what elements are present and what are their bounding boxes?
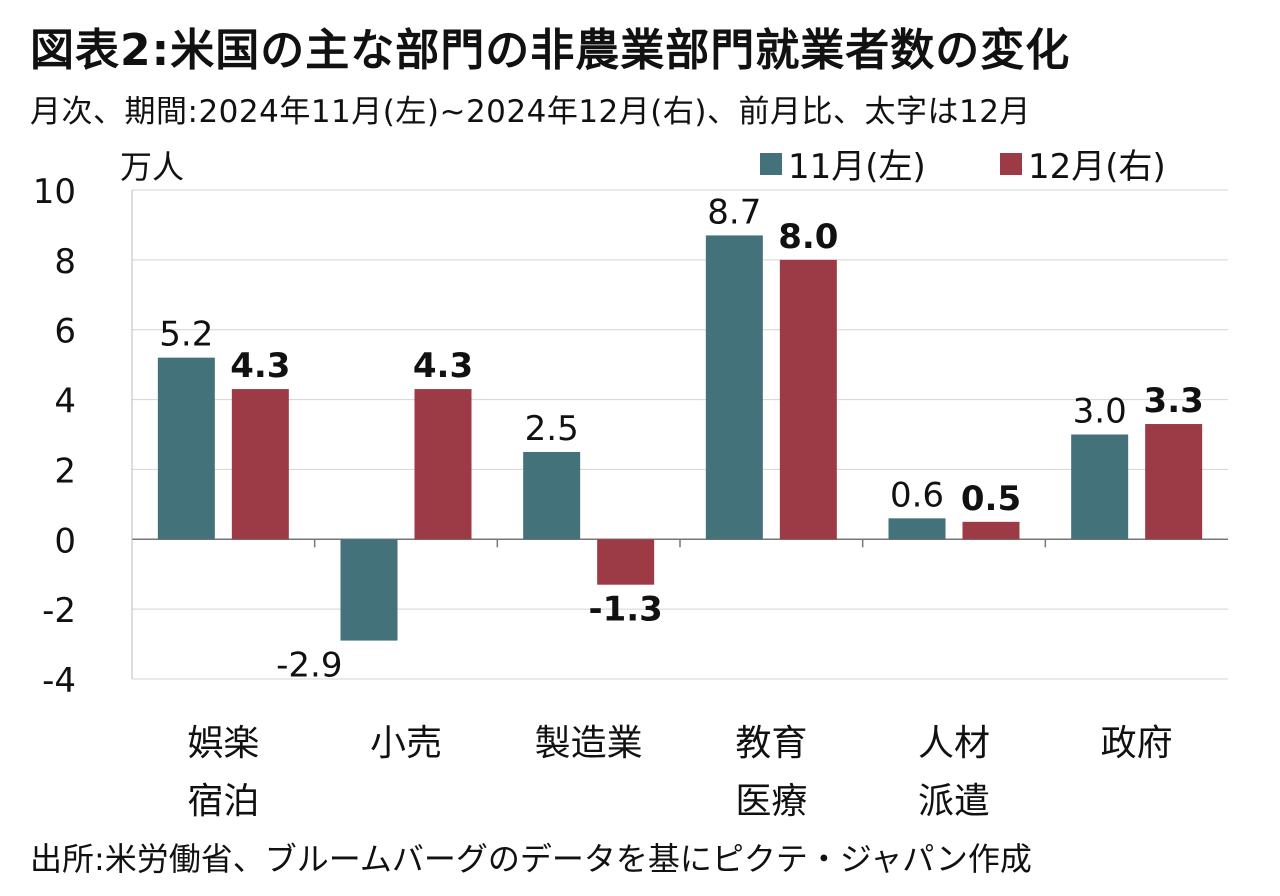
data-label: 5.2 — [159, 315, 213, 355]
data-label: 8.0 — [778, 217, 838, 257]
y-tick-label: 2 — [54, 451, 76, 491]
bar-dec — [962, 521, 1020, 540]
chart-source: 出所:米労働省、ブルームバーグのデータを基にピクテ・ジャパン作成 — [30, 840, 1032, 878]
data-label: 3.3 — [1144, 381, 1204, 421]
y-tick-label: 8 — [54, 242, 76, 282]
x-category-label: 宿泊 — [187, 781, 259, 822]
y-tick-label: -2 — [42, 591, 76, 631]
bar-dec — [414, 389, 472, 540]
data-label: 2.5 — [525, 409, 579, 449]
x-category-label: 派遣 — [918, 781, 990, 822]
legend-label-nov: 11月(左) — [788, 147, 926, 187]
data-label: 0.5 — [961, 479, 1021, 519]
bar-nov — [340, 539, 398, 641]
x-category-label: 小売 — [370, 723, 442, 764]
bar-dec — [597, 539, 655, 585]
x-category-label: 娯楽 — [187, 723, 259, 764]
bar-dec — [231, 389, 289, 540]
chart-title: 図表2:米国の主な部門の非農業部門就業者数の変化 — [30, 25, 1071, 76]
y-tick-label: 0 — [54, 521, 76, 561]
x-category-label: 政府 — [1101, 723, 1173, 764]
bar-nov — [157, 357, 215, 540]
bar-nov — [705, 235, 763, 540]
x-category-label: 医療 — [735, 781, 807, 822]
legend-swatch-nov — [760, 153, 782, 175]
bar-dec — [779, 259, 837, 540]
x-category-label: 人材 — [918, 723, 990, 764]
y-tick-label: -4 — [42, 661, 76, 701]
data-label: 4.3 — [230, 346, 290, 386]
legend-swatch-dec — [1000, 153, 1022, 175]
x-category-label: 製造業 — [535, 723, 643, 764]
y-tick-label: 6 — [54, 312, 76, 352]
bar-nov — [888, 518, 946, 540]
data-label: 3.0 — [1073, 392, 1127, 432]
data-label: -2.9 — [276, 646, 342, 686]
x-category-label: 教育 — [735, 723, 807, 764]
y-axis-unit: 万人 — [120, 148, 184, 186]
legend-label-dec: 12月(右) — [1028, 147, 1166, 187]
data-label: 4.3 — [413, 346, 473, 386]
data-label: 8.7 — [707, 192, 761, 232]
data-label: -1.3 — [588, 590, 662, 630]
chart-subtitle: 月次、期間:2024年11月(左)~2024年12月(右)、前月比、太字は12月 — [30, 94, 1031, 130]
y-tick-label: 10 — [33, 172, 76, 212]
bar-dec — [1145, 424, 1203, 540]
bar-nov — [1071, 434, 1129, 540]
y-tick-label: 4 — [54, 382, 76, 422]
data-label: 0.6 — [890, 475, 944, 515]
bar-nov — [523, 451, 581, 540]
